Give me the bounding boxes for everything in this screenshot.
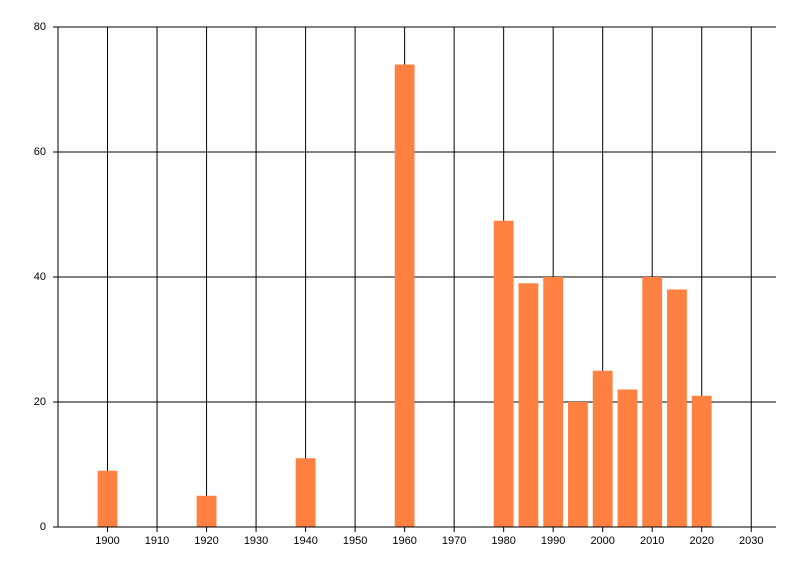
bar: [394, 64, 415, 527]
bar: [642, 277, 663, 527]
bar: [568, 402, 588, 527]
y-tick-label: 40: [34, 271, 46, 283]
x-tick-label: 1900: [95, 535, 119, 547]
y-tick-label: 80: [34, 21, 46, 33]
y-tick-label: 20: [34, 396, 46, 408]
bar: [196, 495, 217, 527]
x-tick-label: 1970: [442, 535, 466, 547]
bar: [691, 395, 712, 527]
x-tick-label: 2020: [689, 535, 713, 547]
x-tick-label: 1980: [491, 535, 515, 547]
x-tick-label: 2030: [739, 535, 763, 547]
x-tick-label: 1930: [244, 535, 268, 547]
bar: [667, 289, 687, 527]
x-tick-label: 1950: [343, 535, 367, 547]
y-tick-label: 60: [34, 146, 46, 158]
x-tick-label: 1990: [541, 535, 565, 547]
x-tick-label: 2010: [640, 535, 664, 547]
bar: [518, 283, 539, 527]
x-tick-label: 2000: [590, 535, 614, 547]
bar: [295, 458, 316, 527]
y-tick-label: 0: [40, 521, 46, 533]
x-tick-label: 1910: [145, 535, 169, 547]
bar: [493, 220, 514, 527]
bar: [97, 470, 118, 527]
bar: [617, 389, 638, 527]
bar: [592, 370, 613, 527]
bar: [543, 277, 564, 527]
x-tick-label: 1960: [392, 535, 416, 547]
x-tick-label: 1920: [194, 535, 218, 547]
x-tick-label: 1940: [293, 535, 317, 547]
